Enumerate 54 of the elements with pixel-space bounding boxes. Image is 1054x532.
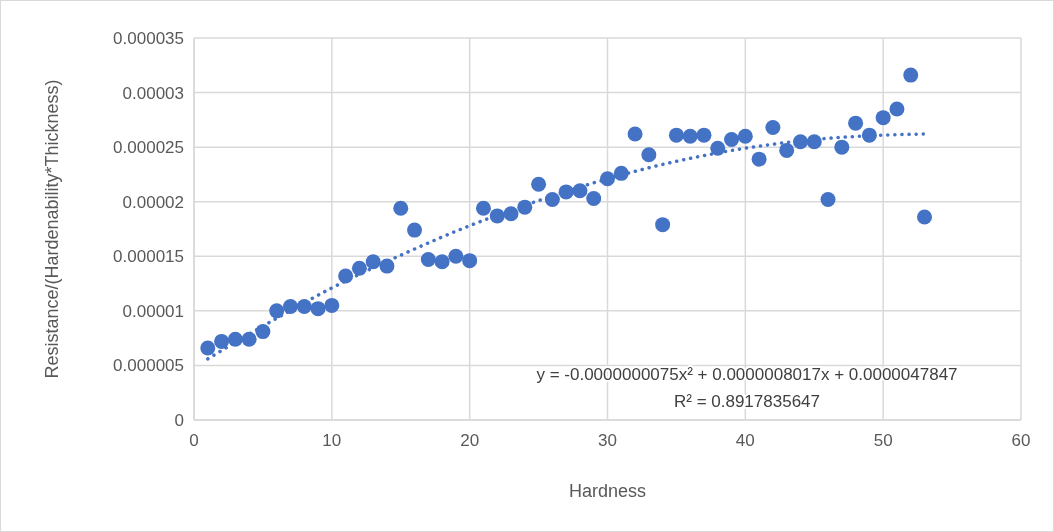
x-tick-label: 20	[460, 431, 480, 450]
x-tick-label: 10	[322, 431, 342, 450]
point	[310, 301, 326, 317]
point	[765, 120, 781, 135]
point	[655, 217, 671, 233]
point	[875, 110, 891, 126]
y-axis-title: Resistance/(Hardenability*Thickness)	[42, 79, 62, 379]
y-tick-label: 0.000035	[113, 28, 184, 48]
y-tick-label: 0	[174, 410, 184, 430]
point	[848, 115, 864, 131]
point	[351, 260, 367, 276]
point	[696, 127, 712, 143]
point	[269, 303, 285, 319]
x-tick-label: 0	[189, 431, 199, 450]
point	[531, 176, 547, 192]
annotation: y = -0.0000000075x² + 0.0000008017x + 0.0000047847	[536, 365, 958, 384]
x-tick-label: 30	[598, 431, 617, 450]
point	[917, 209, 933, 225]
point	[200, 340, 216, 356]
point	[214, 333, 230, 349]
x-axis-title: Hardness	[568, 481, 647, 501]
annotation: R² = 0.8917835647	[673, 392, 821, 411]
point	[627, 126, 643, 142]
point	[420, 252, 436, 268]
point	[586, 190, 602, 206]
point	[641, 147, 657, 163]
point	[682, 128, 698, 144]
y-tick-label: 0.00001	[122, 301, 184, 321]
point	[903, 67, 919, 83]
x-tick-label: 40	[735, 431, 755, 450]
point	[475, 200, 491, 216]
point	[724, 132, 740, 147]
point	[779, 142, 795, 158]
x-tick-label: 50	[873, 431, 893, 450]
point	[448, 248, 464, 264]
point	[751, 151, 767, 167]
y-tick-label: 0.00002	[122, 192, 184, 212]
y-tick-label: 0.00003	[122, 83, 184, 103]
point	[407, 222, 423, 238]
point	[834, 139, 850, 155]
y-tick-label: 0.000005	[113, 356, 184, 376]
point	[737, 128, 753, 144]
point	[820, 192, 836, 208]
x-tick-label: 60	[1011, 431, 1031, 450]
point	[710, 140, 726, 156]
point	[668, 127, 684, 143]
point	[324, 297, 340, 313]
point	[434, 254, 450, 270]
point	[462, 253, 478, 269]
point	[365, 254, 381, 270]
y-tick-label: 0.000025	[113, 138, 184, 158]
point	[889, 101, 905, 117]
point	[393, 200, 409, 216]
y-tick-label: 0.000015	[113, 247, 184, 267]
